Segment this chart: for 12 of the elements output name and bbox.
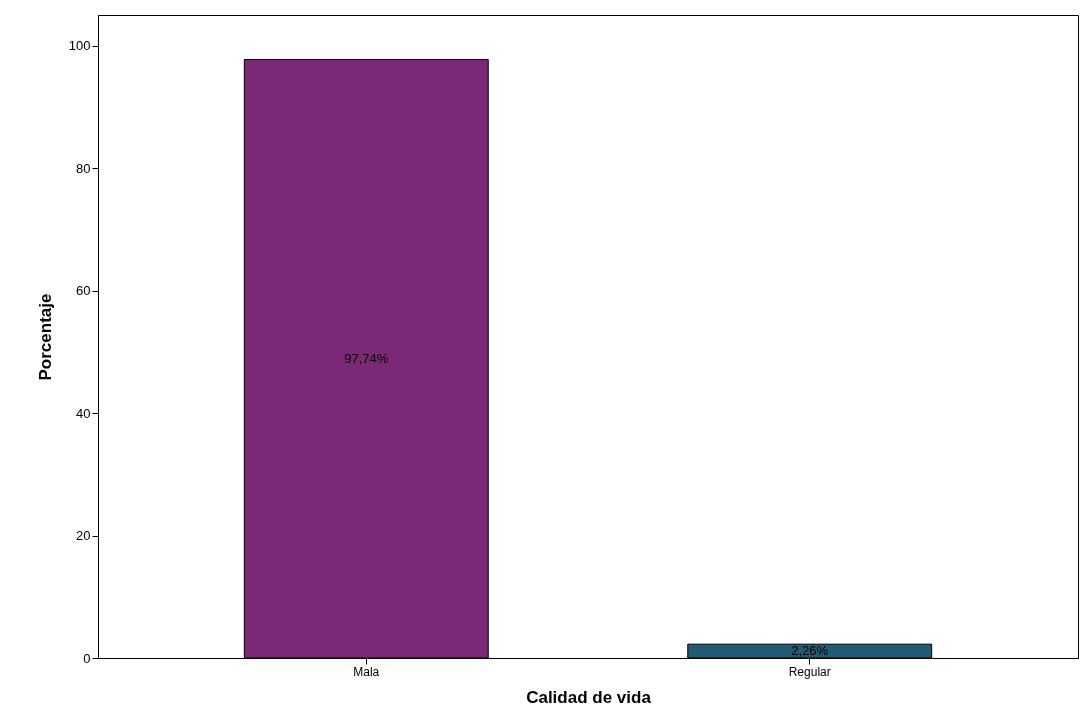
y-tick-label: 40	[76, 405, 91, 421]
x-tick-label: Regular	[788, 664, 831, 679]
data-label: 2,26%	[791, 643, 829, 659]
y-tick-label: 0	[83, 650, 91, 666]
y-axis-title: Porcentaje	[35, 293, 55, 381]
x-axis-title: Calidad de vida	[526, 687, 652, 707]
data-label: 97,74%	[344, 350, 389, 366]
y-tick-label: 80	[76, 160, 91, 176]
x-tick-label: Mala	[353, 664, 380, 679]
y-tick-label: 60	[76, 283, 91, 299]
y-tick-label: 100	[68, 38, 91, 54]
y-tick-label: 20	[76, 528, 91, 544]
